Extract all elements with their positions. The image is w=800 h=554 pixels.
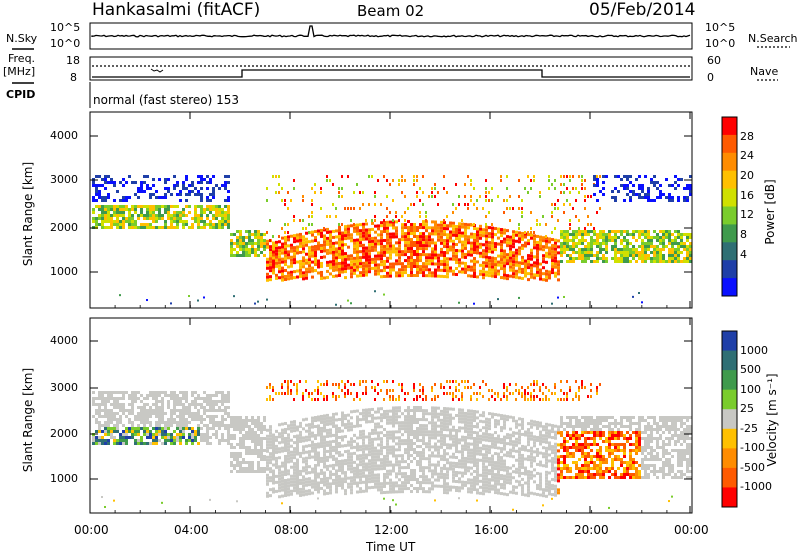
axes-ticks <box>89 112 693 513</box>
noise-panel <box>89 22 693 50</box>
station-title: Hankasalmi (fitACF) <box>92 0 261 20</box>
velocity-colorbar-swatch <box>722 428 737 449</box>
velocity-colorbar-swatch <box>722 487 737 508</box>
velocity-ylabel: Slant Range [km] <box>21 367 35 473</box>
velocity-colorbar-swatch <box>722 409 737 430</box>
nsearch-label: N.Search <box>748 32 798 45</box>
y-tick-label-0-2: 2000 <box>50 221 78 234</box>
velocity-colorbar-swatch <box>722 370 737 391</box>
noise-tick-top-left: 10^5 <box>50 21 81 34</box>
velocity-colorbar-swatch <box>722 467 737 488</box>
power-colorbar-tick-2: 20 <box>740 169 754 183</box>
velocity-colorbar-tick-4: -25 <box>740 421 758 435</box>
velocity-colorbar-tick-6: -500 <box>740 460 765 474</box>
x-tick-label-5: 20:00 <box>574 523 609 537</box>
velocity-colorbar-swatch <box>722 448 737 469</box>
power-colorbar-swatch <box>722 260 737 279</box>
nsky-label: N.Sky <box>6 32 38 45</box>
y-tick-label-1-2: 2000 <box>50 427 78 440</box>
nave-tick-top: 60 <box>707 54 721 67</box>
nave-label: Nave <box>750 65 779 78</box>
freq-trace <box>92 69 690 78</box>
freq-tick-top: 18 <box>66 54 80 67</box>
noise-tick-bottom-left: 10^0 <box>50 37 81 50</box>
velocity-colorbar <box>721 330 738 508</box>
velocity-colorbar-swatch <box>722 350 737 371</box>
power-ylabel: Slant Range [km] <box>21 161 35 267</box>
power-colorbar-swatch <box>722 170 737 190</box>
power-colorbar <box>721 116 738 297</box>
freq-panel <box>89 56 693 81</box>
power-colorbar-tick-6: 4 <box>740 247 747 261</box>
power-colorbar-swatch <box>722 188 737 207</box>
y-tick-label-1-1: 3000 <box>50 381 78 394</box>
velocity-colorbar-tick-3: 25 <box>740 402 754 416</box>
y-tick-label-1-0: 4000 <box>50 334 78 347</box>
freq-tick-bottom: 8 <box>70 71 77 84</box>
cpid-text: normal (fast stereo) 153 <box>93 93 240 107</box>
velocity-colorbar-swatch <box>722 389 737 410</box>
power-colorbar-tick-4: 12 <box>740 208 754 222</box>
power-panel-frame <box>89 111 693 309</box>
noise-trace <box>91 25 691 38</box>
noise-tick-bottom-right: 10^0 <box>705 37 736 50</box>
x-tick-label-6: 00:00 <box>674 523 709 537</box>
y-tick-label-1-3: 1000 <box>50 472 78 485</box>
velocity-colorbar-tick-7: -1000 <box>740 480 772 494</box>
power-colorbar-swatch <box>722 152 737 172</box>
noise-tick-top-right: 10^5 <box>705 21 736 34</box>
velocity-colorbar-tick-1: 500 <box>740 363 761 377</box>
y-tick-label-0-1: 3000 <box>50 173 78 186</box>
freq-label: Freq. <box>8 52 36 65</box>
power-colorbar-swatch <box>722 278 737 297</box>
power-colorbar-swatch <box>722 134 737 154</box>
velocity-colorbar-tick-5: -100 <box>740 441 765 455</box>
velocity-colorbar-swatch <box>722 331 737 352</box>
x-tick-label-3: 12:00 <box>374 523 409 537</box>
x-tick-label-4: 16:00 <box>474 523 509 537</box>
date-title: 05/Feb/2014 <box>589 0 696 20</box>
beam-title: Beam 02 <box>357 2 425 20</box>
velocity-colorbar-tick-0: 1000 <box>740 343 768 357</box>
freq-unit-label: [MHz] <box>3 65 36 78</box>
x-axis-label: Time UT <box>366 540 416 554</box>
velocity-heatmap <box>92 380 692 511</box>
velocity-colorbar-label: Velocity [m s⁻¹] <box>765 373 779 467</box>
power-colorbar-tick-1: 24 <box>740 149 754 163</box>
nave-tick-bottom: 0 <box>707 71 714 84</box>
velocity-colorbar-tick-2: 100 <box>740 382 761 396</box>
power-colorbar-tick-3: 16 <box>740 188 754 202</box>
power-colorbar-tick-5: 8 <box>740 228 747 242</box>
power-colorbar-swatch <box>722 242 737 261</box>
power-colorbar-swatch <box>722 224 737 243</box>
power-colorbar-label: Power [dB] <box>763 179 777 245</box>
y-tick-label-0-0: 4000 <box>50 129 78 142</box>
power-colorbar-swatch <box>722 117 737 136</box>
x-tick-label-1: 04:00 <box>174 523 209 537</box>
cpid-label: CPID <box>6 88 36 101</box>
x-tick-label-2: 08:00 <box>274 523 309 537</box>
power-heatmap <box>92 175 692 306</box>
power-colorbar-tick-0: 28 <box>740 129 754 143</box>
y-tick-label-0-3: 1000 <box>50 265 78 278</box>
x-tick-label-0: 00:00 <box>74 523 109 537</box>
power-colorbar-swatch <box>722 206 737 225</box>
